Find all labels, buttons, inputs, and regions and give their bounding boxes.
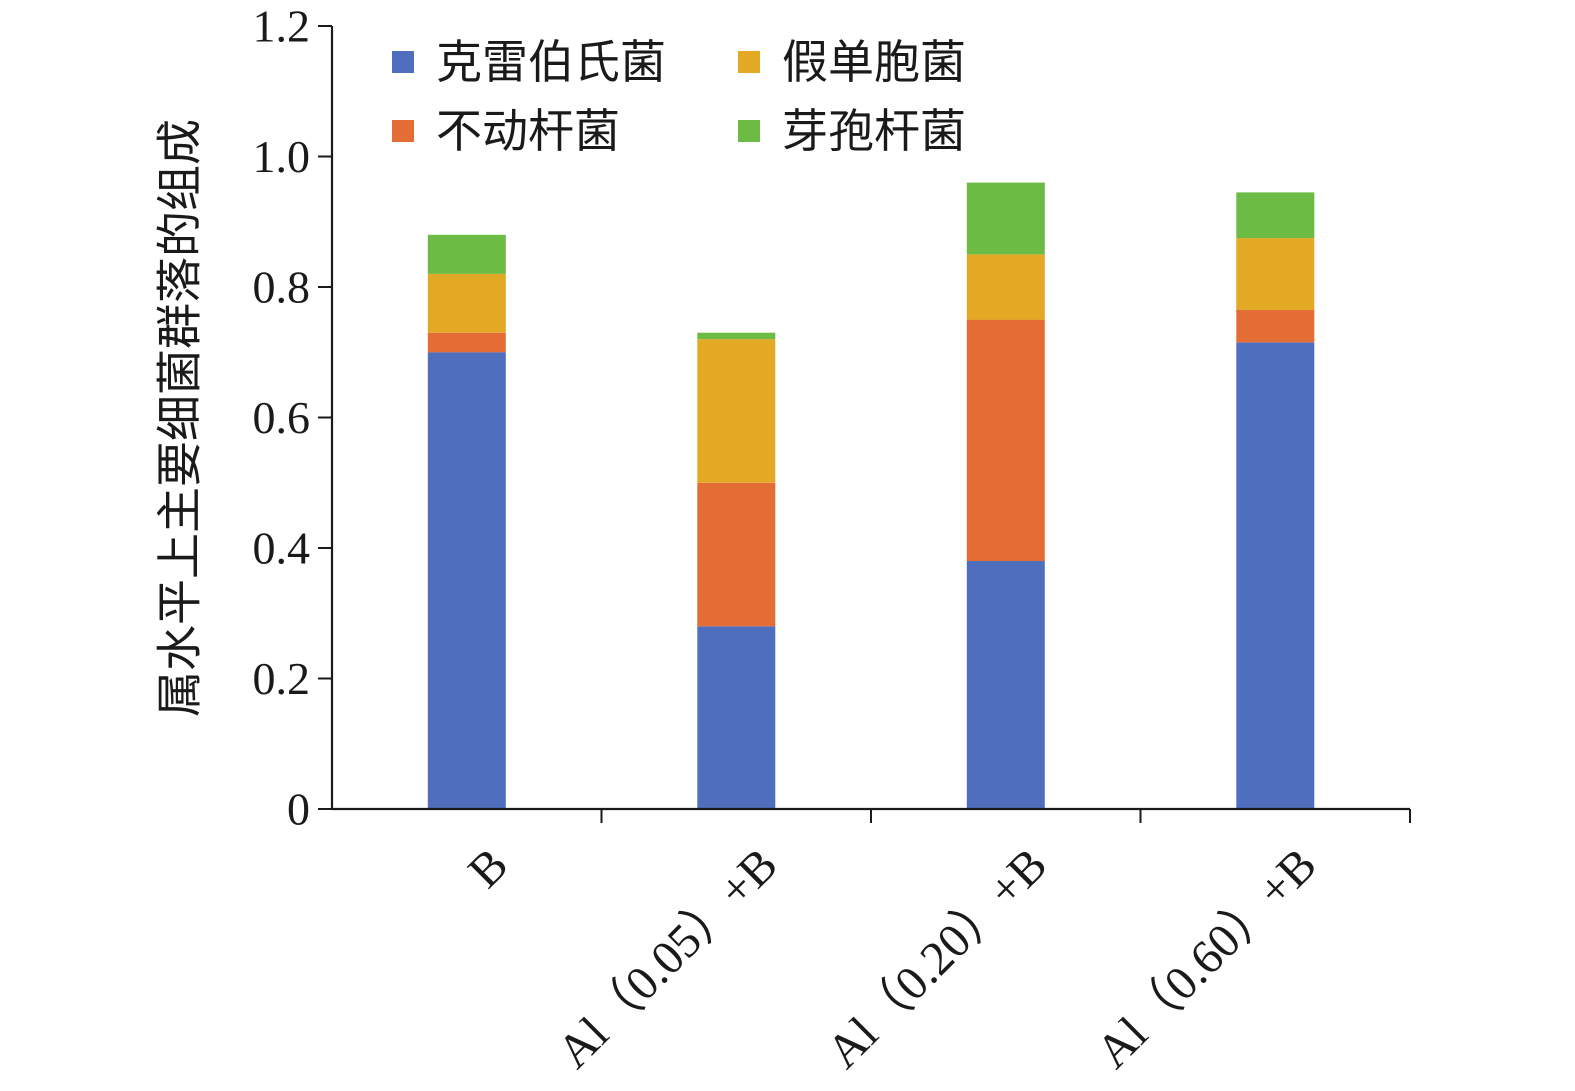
bar-segment-3-series-4: [966, 182, 1045, 255]
y-tick-label: 0.2: [253, 653, 311, 704]
legend-label: 不动杆菌: [436, 104, 620, 158]
y-tick-label: 0: [287, 784, 310, 835]
y-tick-label: 0.6: [253, 392, 311, 443]
bar-segment-4-series-2: [1236, 309, 1315, 343]
bar-segment-2-series-1: [697, 626, 776, 809]
legend-label: 芽孢杆菌: [782, 104, 966, 158]
legend-swatch: [738, 51, 760, 73]
bar-segment-1-series-2: [427, 332, 506, 353]
bar-segment-1-series-1: [427, 352, 506, 809]
legend-item: 芽孢杆菌: [738, 104, 966, 158]
bar-segment-1-series-4: [427, 234, 506, 274]
x-ticks-layer: B Al（0.05）+B Al（0.20）+B Al（0.60）+B: [458, 809, 1411, 1079]
bar-segment-3-series-1: [966, 561, 1045, 809]
bar-segment-4-series-1: [1236, 342, 1315, 809]
legend-item: 克雷伯氏菌: [392, 35, 666, 89]
y-tick-label: 1.0: [253, 131, 311, 182]
bar-segment-2-series-2: [697, 482, 776, 627]
y-tick-label: 0.8: [253, 262, 311, 313]
legend-item: 假单胞菌: [738, 35, 966, 89]
bar-segment-2-series-3: [697, 339, 776, 483]
x-tick-label: Al（0.05）+B: [547, 838, 787, 1078]
bars-layer: [427, 182, 1315, 809]
y-tick-label: 0.4: [253, 523, 311, 574]
bar-segment-4-series-4: [1236, 192, 1315, 239]
legend-label: 假单胞菌: [782, 35, 966, 89]
bar-segment-2-series-4: [697, 332, 776, 340]
x-tick-label: B: [458, 838, 518, 898]
legend-swatch: [392, 120, 414, 142]
legend-swatch: [738, 120, 760, 142]
x-tick-label: Al（0.20）+B: [817, 838, 1057, 1078]
bar-segment-4-series-3: [1236, 238, 1315, 310]
y-axis-label: 属水平上主要细菌群落的组成: [153, 119, 207, 717]
bar-segment-3-series-2: [966, 319, 1045, 561]
y-ticks-layer: 0 0.2 0.4 0.6 0.8 1.0 1.2: [253, 1, 332, 835]
x-tick-label: Al（0.60）+B: [1086, 838, 1326, 1078]
bar-segment-3-series-3: [966, 254, 1045, 320]
legend-label: 克雷伯氏菌: [436, 35, 666, 89]
y-tick-label: 1.2: [253, 1, 311, 52]
legend-item: 不动杆菌: [392, 104, 620, 158]
bar-segment-1-series-3: [427, 273, 506, 333]
legend-swatch: [392, 51, 414, 73]
